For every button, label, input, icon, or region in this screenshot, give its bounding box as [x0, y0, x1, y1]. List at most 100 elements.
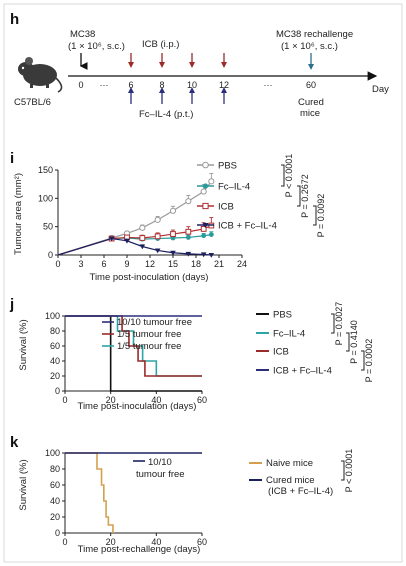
- k-y-tick-40: 40: [50, 496, 60, 506]
- timeline-ticks: 0 ··· 6 8 10 12 ··· 60: [78, 80, 316, 90]
- i-stat-1-label: P = 0.2672: [300, 174, 310, 218]
- i-y-tick-100: 100: [38, 193, 53, 203]
- panel-h: h C57BL/6 Day 0 ··· 6 8 10 12 ··· 60 MC38 (1 × …: [10, 11, 389, 120]
- k-y-tick-60: 60: [50, 480, 60, 490]
- k-legend: Naive mice Cured mice(ICB + Fc–IL-4): [249, 458, 333, 497]
- i-point-0-5: [169, 207, 177, 214]
- cured-mice-label-2: mice: [300, 108, 320, 119]
- i-point-0-4: [154, 216, 161, 223]
- i-plot: [57, 172, 215, 258]
- k-series-line-0: [65, 452, 114, 533]
- j-ylabel: Survival (%): [18, 319, 29, 370]
- i-point-1-8: [208, 232, 214, 238]
- k-x-tick-40: 40: [151, 537, 161, 547]
- k-y-tick-0: 0: [55, 528, 60, 538]
- i-stats: P < 0.0001 P = 0.2672 P = 0.0092: [281, 154, 326, 238]
- j-y-tick-0: 0: [55, 386, 60, 396]
- i-stat-0-label: P < 0.0001: [284, 154, 294, 198]
- k-annot-text-0-line2: tumour free: [136, 469, 185, 480]
- i-legend-marker-0: [202, 161, 209, 169]
- fc-il4-arrows: [128, 87, 227, 104]
- j-y-tick-20: 20: [50, 371, 60, 381]
- icb-arrowhead-day-10: [189, 62, 195, 68]
- j-x-tick-0: 0: [62, 395, 67, 405]
- i-x-tick-12: 12: [145, 259, 155, 269]
- fc-arrowhead-day-6: [128, 87, 134, 93]
- k-legend-label-1-line2: (ICB + Fc–IL-4): [268, 486, 333, 497]
- i-x-tick-18: 18: [191, 259, 201, 269]
- icb-arrowhead-day-6: [128, 62, 134, 68]
- i-point-3-6: [185, 251, 192, 257]
- j-y-tick-60: 60: [50, 341, 60, 351]
- i-legend-label-3: ICB + Fc–IL-4: [218, 221, 277, 232]
- i-point-2-6: [185, 228, 192, 235]
- i-stat-2-label: P = 0.0092: [316, 194, 326, 238]
- fc-arrowhead-day-8: [159, 87, 165, 93]
- k-stat-0-bracket: [341, 460, 345, 481]
- j-legend-label-0: PBS: [273, 310, 292, 321]
- rechallenge-title: MC38 rechallenge: [276, 29, 353, 40]
- j-stat-2-label: P = 0.0002: [364, 339, 374, 383]
- j-legend: PBS Fc–IL-4 ICB ICB + Fc–IL-4: [256, 310, 332, 377]
- j-series-line-2: [65, 315, 202, 377]
- i-legend-marker-1: [202, 183, 209, 189]
- timeline-tick-5: 12: [219, 80, 229, 90]
- i-xlabel: Time post-inoculation (days): [90, 272, 209, 283]
- rechallenge-dose: (1 × 10⁶, s.c.): [281, 41, 338, 52]
- icb-label: ICB (i.p.): [142, 39, 179, 50]
- fc-arrowhead-day-12: [221, 87, 227, 93]
- i-y-tick-150: 150: [38, 165, 53, 175]
- k-legend-label-1: Cured mice: [266, 475, 315, 486]
- j-x-tick-40: 40: [151, 395, 161, 405]
- j-y-tick-80: 80: [50, 326, 60, 336]
- j-xlabel: Time post-inoculation (days): [78, 401, 197, 412]
- fc-arrowhead-day-10: [189, 87, 195, 93]
- timeline-tick-4: 10: [187, 80, 197, 90]
- i-x-tick-0: 0: [55, 259, 60, 269]
- i-point-2-4: [154, 233, 161, 240]
- i-point-0-3: [139, 224, 146, 231]
- panel-i: i Tumour area (mm²) Time post-inoculatio…: [10, 150, 326, 283]
- j-plot: [65, 315, 202, 392]
- i-stat-1-bracket: [297, 185, 301, 207]
- k-axes: 0 20 40 60 0 20 40 60 80 100: [45, 448, 207, 547]
- k-xlabel: Time post-rechallenge (days): [78, 544, 201, 555]
- i-x-tick-15: 15: [168, 259, 178, 269]
- i-point-3-8: [208, 253, 215, 258]
- i-point-0-8: [208, 178, 215, 185]
- i-legend: PBS Fc–IL-4 ICB ICB + Fc–IL-4: [197, 161, 277, 232]
- i-x-tick-24: 24: [237, 259, 247, 269]
- j-legend-label-3: ICB + Fc–IL-4: [273, 366, 332, 377]
- k-stats: P < 0.0001: [341, 449, 354, 492]
- mc38-title: MC38: [70, 29, 95, 40]
- j-axes: 0 20 40 60 0 20 40 60 80 100: [45, 311, 207, 405]
- k-annot-text-0-line1: 10/10: [148, 457, 172, 468]
- j-legend-label-2: ICB: [273, 347, 289, 358]
- i-legend-label-1: Fc–IL-4: [218, 182, 250, 193]
- panel-k: k Survival (%) Time post-rechallenge (da…: [10, 434, 354, 555]
- i-point-2-7: [200, 226, 207, 232]
- j-stat-2-bracket: [361, 350, 365, 371]
- timeline-tick-2: 6: [128, 80, 133, 90]
- i-point-1-6: [185, 235, 191, 240]
- i-x-tick-6: 6: [101, 259, 106, 269]
- j-stat-1-bracket: [346, 332, 350, 352]
- k-legend-label-0: Naive mice: [266, 458, 313, 469]
- timeline-tick-1: ···: [100, 80, 109, 90]
- icb-arrowhead-day-12: [221, 62, 227, 68]
- j-annot-text-0: 10/10 tumour free: [117, 317, 192, 328]
- j-x-tick-20: 20: [106, 395, 116, 405]
- k-plot: [65, 452, 202, 533]
- i-legend-label-2: ICB: [218, 202, 234, 213]
- j-stat-0-bracket: [331, 313, 335, 334]
- panel-letter-i: i: [10, 150, 14, 167]
- k-y-tick-80: 80: [50, 464, 60, 474]
- i-point-2-3: [139, 235, 146, 241]
- k-y-tick-20: 20: [50, 512, 60, 522]
- i-legend-marker-2: [202, 202, 209, 210]
- j-x-tick-60: 60: [197, 395, 207, 405]
- i-point-3-2: [124, 238, 130, 244]
- cured-mice-label-1: Cured: [298, 97, 324, 108]
- timeline-day-label: Day: [372, 84, 389, 95]
